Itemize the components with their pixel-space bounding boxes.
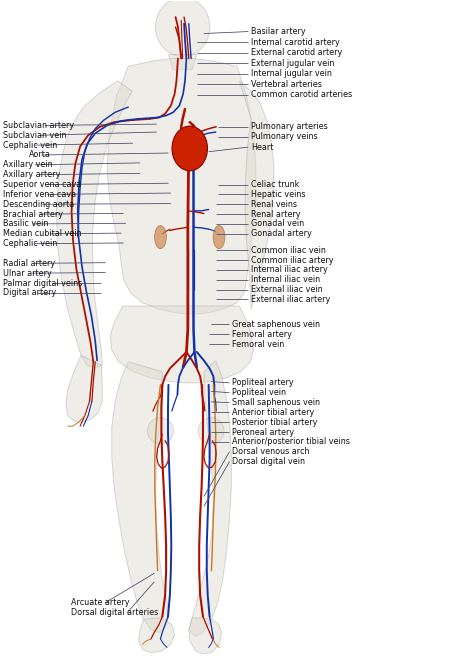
Text: Femoral vein: Femoral vein — [232, 340, 284, 349]
Text: Digital artery: Digital artery — [3, 288, 56, 297]
Text: Common iliac vein: Common iliac vein — [251, 245, 326, 255]
Text: Superior vena cava: Superior vena cava — [3, 180, 82, 189]
Ellipse shape — [155, 226, 166, 249]
Text: Popliteal artery: Popliteal artery — [232, 378, 294, 388]
Text: Pulmonary arteries: Pulmonary arteries — [251, 122, 328, 131]
Text: Dorsal digital arteries: Dorsal digital arteries — [71, 608, 158, 617]
Polygon shape — [110, 306, 254, 383]
Text: Arcuate artery: Arcuate artery — [71, 598, 129, 607]
Text: Radial artery: Radial artery — [3, 259, 55, 268]
Text: Axillary artery: Axillary artery — [3, 170, 60, 179]
Polygon shape — [107, 59, 256, 314]
Ellipse shape — [198, 418, 224, 444]
Text: Femoral artery: Femoral artery — [232, 330, 292, 339]
Text: Posterior tibial artery: Posterior tibial artery — [232, 418, 318, 427]
Text: Pulmonary veins: Pulmonary veins — [251, 132, 318, 141]
Text: Great saphenous vein: Great saphenous vein — [232, 320, 320, 329]
Text: Axillary vein: Axillary vein — [3, 161, 53, 169]
Text: Common iliac artery: Common iliac artery — [251, 255, 334, 265]
Polygon shape — [239, 81, 274, 309]
Text: Hepatic veins: Hepatic veins — [251, 190, 306, 199]
Text: Renal veins: Renal veins — [251, 200, 297, 209]
Polygon shape — [189, 618, 222, 654]
Text: Inferior vena cava: Inferior vena cava — [3, 190, 76, 199]
Text: Internal iliac vein: Internal iliac vein — [251, 275, 320, 284]
Text: Dorsal digital vein: Dorsal digital vein — [232, 457, 305, 466]
Ellipse shape — [147, 418, 173, 444]
Text: Cephalic vein: Cephalic vein — [3, 239, 57, 248]
Text: Aorta: Aorta — [29, 151, 51, 159]
Text: Ulnar artery: Ulnar artery — [3, 268, 52, 278]
Text: Gonadal artery: Gonadal artery — [251, 229, 312, 238]
Ellipse shape — [213, 226, 225, 249]
Ellipse shape — [155, 0, 210, 57]
Text: External iliac vein: External iliac vein — [251, 285, 323, 294]
Ellipse shape — [172, 126, 208, 171]
Text: External iliac artery: External iliac artery — [251, 295, 330, 304]
Text: Popliteal vein: Popliteal vein — [232, 388, 286, 397]
Text: Palmar digital veins: Palmar digital veins — [3, 278, 82, 288]
Text: External jugular vein: External jugular vein — [251, 59, 335, 68]
Text: Small saphenous vein: Small saphenous vein — [232, 398, 320, 407]
Text: Internal jugular vein: Internal jugular vein — [251, 69, 332, 78]
Text: Heart: Heart — [251, 143, 273, 151]
Text: External carotid artery: External carotid artery — [251, 48, 342, 57]
Polygon shape — [66, 355, 102, 422]
Text: Internal carotid artery: Internal carotid artery — [251, 38, 340, 47]
Text: Gonadal vein: Gonadal vein — [251, 219, 304, 228]
Text: Dorsal venous arch: Dorsal venous arch — [232, 447, 310, 456]
Text: Median cubital vein: Median cubital vein — [3, 229, 82, 238]
Polygon shape — [168, 55, 197, 70]
Text: Peroneal artery: Peroneal artery — [232, 428, 294, 437]
Polygon shape — [112, 362, 168, 632]
Text: Celiac trunk: Celiac trunk — [251, 180, 300, 189]
Text: Internal iliac artery: Internal iliac artery — [251, 265, 328, 274]
Text: Descending aorta: Descending aorta — [3, 200, 74, 209]
Text: Anterior tibial artery: Anterior tibial artery — [232, 408, 315, 417]
Polygon shape — [56, 81, 132, 368]
Text: Common carotid arteries: Common carotid arteries — [251, 90, 352, 99]
Text: Anterior/posterior tibial veins: Anterior/posterior tibial veins — [232, 438, 350, 446]
Text: Renal artery: Renal artery — [251, 210, 301, 218]
Text: Basilar artery: Basilar artery — [251, 27, 306, 36]
Text: Subclavian artery: Subclavian artery — [3, 121, 74, 130]
Text: Cephalic vein: Cephalic vein — [3, 141, 57, 149]
Polygon shape — [189, 361, 231, 636]
Text: Brachial artery: Brachial artery — [3, 210, 63, 218]
Text: Basilic vein: Basilic vein — [3, 219, 48, 228]
Polygon shape — [139, 618, 174, 653]
Text: Vertebral arteries: Vertebral arteries — [251, 80, 322, 89]
Text: Subclavian vein: Subclavian vein — [3, 131, 66, 139]
